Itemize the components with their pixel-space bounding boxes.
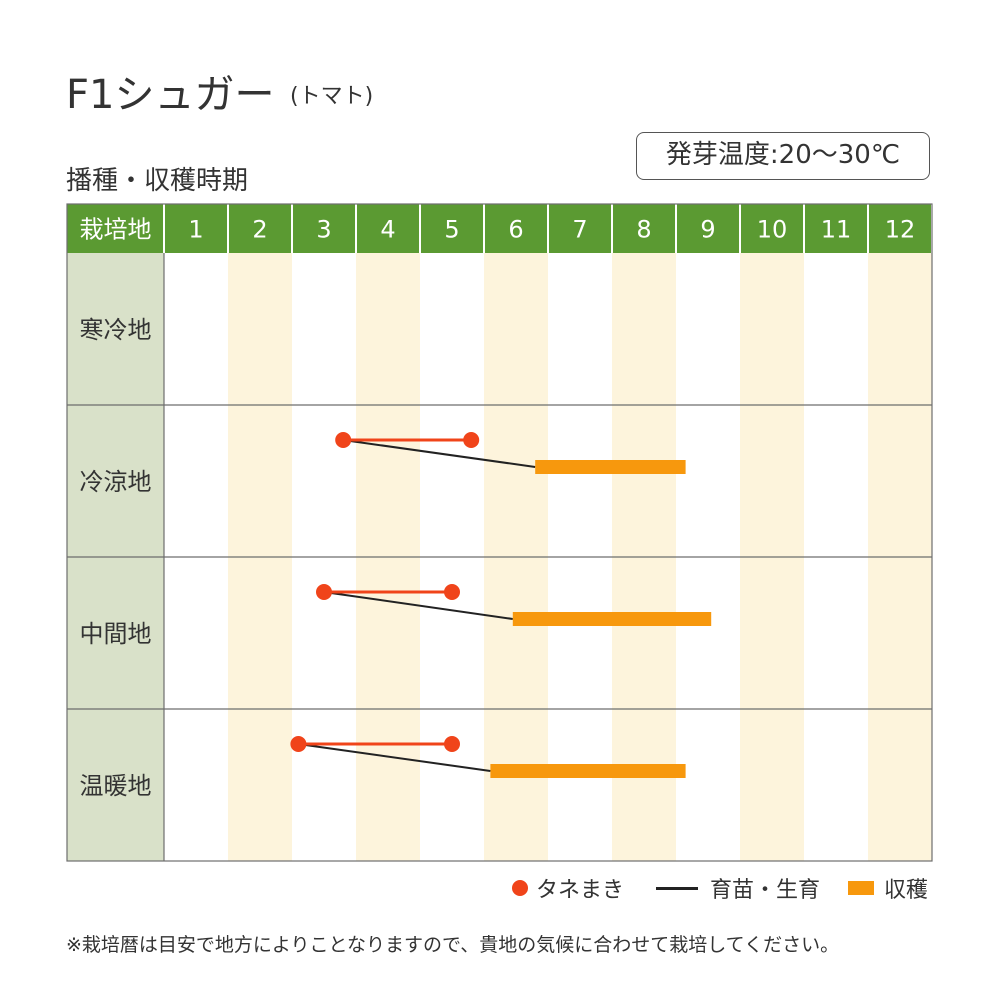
month-tick-label: 3 [316, 216, 331, 244]
legend-sowing-label: タネまき [536, 878, 625, 903]
raising-line [298, 743, 491, 772]
month-tick-label: 7 [572, 216, 587, 244]
month-tick-label: 6 [508, 216, 523, 244]
sowing-dot-icon [512, 880, 528, 896]
month-tick-label: 9 [700, 216, 715, 244]
sowing-end-point [463, 432, 480, 448]
month-tick-label: 10 [757, 216, 788, 244]
legend-harvest-label: 収穫 [884, 878, 929, 903]
sowing-start-point [290, 736, 307, 752]
month-tick-label: 12 [885, 216, 916, 244]
section-subtitle: 播種・収穫時期 [66, 166, 249, 196]
sowing-start-point [335, 432, 352, 448]
sowing-end-point [444, 736, 460, 752]
footnote: ※栽培暦は目安で地方によりことなりますので、貴地の気候に合わせて栽培してください… [66, 934, 840, 956]
page-title-sub: (トマト) [290, 84, 374, 109]
region-label: 寒冷地 [80, 316, 152, 344]
page-title: F1シュガー [66, 72, 275, 118]
month-tick-label: 11 [821, 216, 852, 244]
sowing-end-point [444, 584, 460, 600]
sowing-start-point [316, 584, 332, 600]
region-label: 冷涼地 [80, 468, 152, 496]
legend-raising-label: 育苗・生育 [710, 878, 821, 903]
harvest-bar-icon [848, 881, 874, 895]
chart-border [66, 203, 933, 862]
region-label: 温暖地 [80, 772, 152, 800]
corner-label: 栽培地 [80, 216, 152, 244]
month-tick-label: 1 [188, 216, 203, 244]
germination-temperature-badge: 発芽温度:20〜30℃ [636, 132, 930, 180]
harvest-bar [512, 612, 712, 626]
raising-line [343, 439, 536, 468]
harvest-bar [535, 460, 686, 474]
month-tick-label: 8 [636, 216, 651, 244]
raising-line-icon [656, 886, 698, 890]
region-label: 中間地 [80, 620, 152, 648]
month-tick-label: 4 [380, 216, 395, 244]
legend-raising: 育苗・生育 [656, 872, 820, 904]
legend-harvest: 収穫 [848, 872, 928, 904]
legend-sowing: タネまき [512, 872, 624, 904]
header-bar [67, 204, 932, 253]
month-tick-label: 2 [252, 216, 267, 244]
month-tick-label: 5 [444, 216, 459, 244]
raising-line [323, 591, 513, 620]
harvest-bar [490, 764, 686, 778]
